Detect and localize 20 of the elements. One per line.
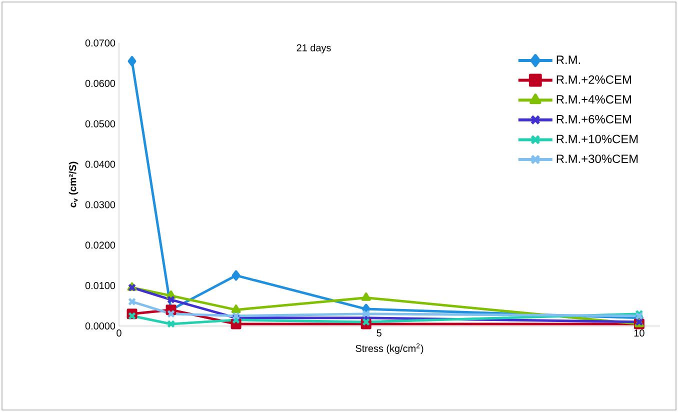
legend-label: R.M.+2%CEM	[556, 75, 631, 84]
y-tick-label: 0.0100	[85, 282, 116, 290]
y-tick-label: 0.0700	[85, 39, 116, 47]
chart-title: 21 days	[296, 44, 331, 54]
x-axis-title: Stress (kg/cm$^{2}$)	[356, 343, 424, 354]
legend-label: R.M.+10%CEM	[556, 134, 638, 144]
y-tick-label: 0.0500	[85, 120, 116, 128]
legend-label: R.M.	[556, 56, 580, 64]
y-tick-label: 0.0600	[85, 80, 116, 87]
y-tick-label: 0.0400	[85, 160, 116, 168]
y-tick-label: 0.0300	[85, 201, 116, 208]
legend-label: R.M.+30%CEM	[556, 154, 638, 164]
y-tick-label: 0.0000	[85, 322, 116, 330]
y-tick-label: 0.0200	[85, 242, 116, 249]
x-tick-label: 5	[376, 330, 382, 336]
y-axis-title: c$_{v}$ (cm²/S)	[68, 162, 78, 208]
x-tick-label: 10	[634, 330, 644, 337]
legend-label: R.M.+4%CEM	[556, 95, 631, 104]
x-tick-label: 0	[116, 330, 122, 337]
legend-label: R.M.+6%CEM	[556, 114, 631, 124]
